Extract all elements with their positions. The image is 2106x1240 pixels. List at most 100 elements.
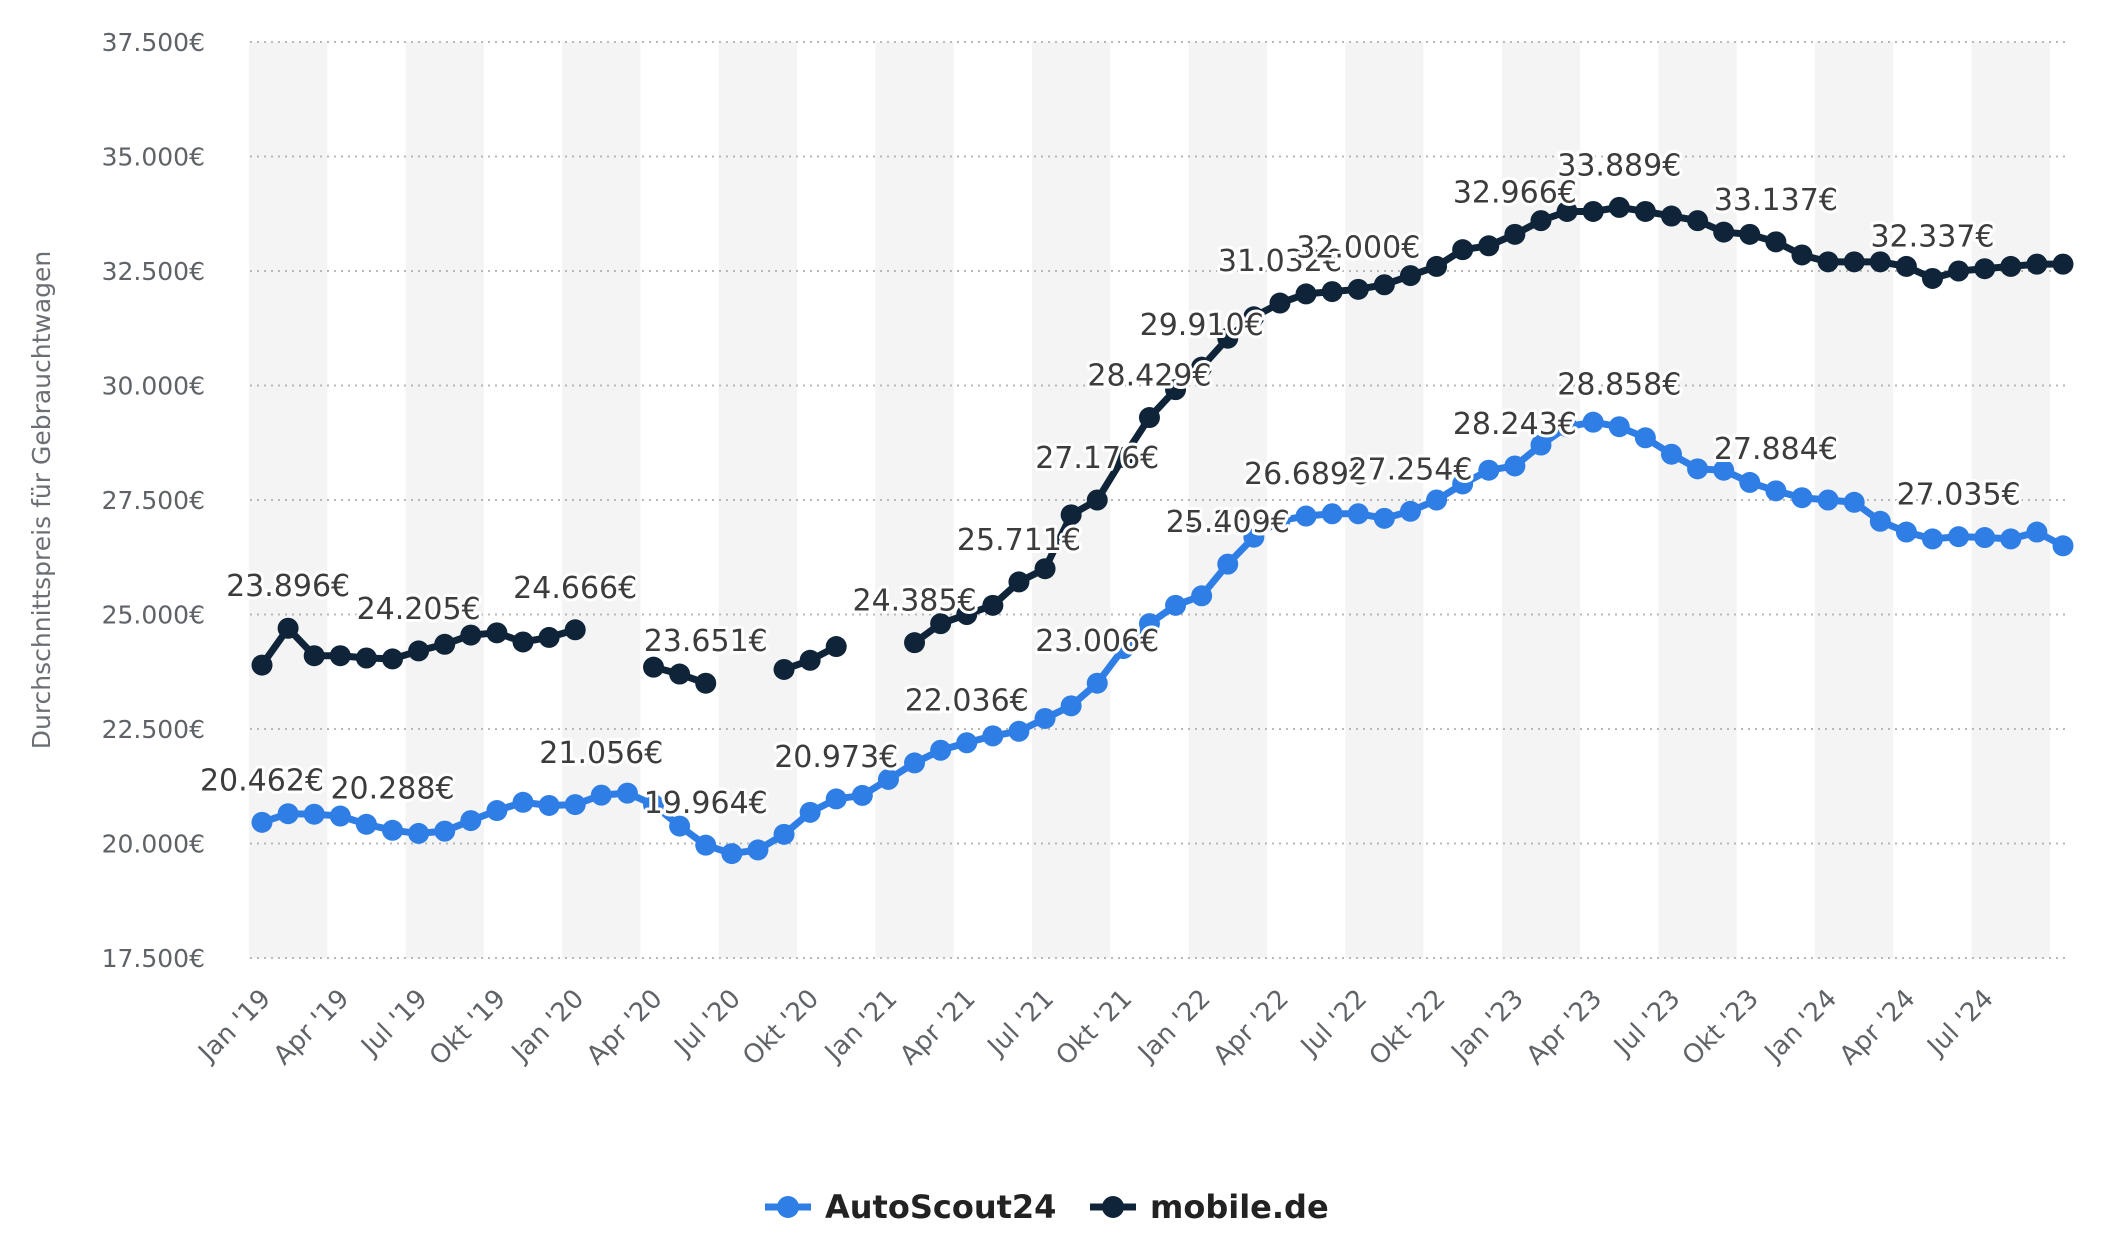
y-tick-label: 27.500€ — [102, 486, 205, 515]
data-point — [1817, 489, 1839, 511]
data-point — [2026, 253, 2048, 275]
data-point — [564, 619, 586, 641]
legend-marker — [777, 1196, 799, 1218]
data-label: 32.966€ — [1453, 175, 1577, 210]
series-line — [258, 418, 2067, 858]
data-point — [382, 648, 404, 670]
y-tick-label: 35.000€ — [102, 143, 205, 172]
data-point — [1034, 558, 1056, 580]
data-point — [538, 794, 560, 816]
data-point — [1269, 510, 1291, 532]
data-label: 32.000€ — [1296, 230, 1420, 265]
data-point — [982, 725, 1004, 747]
data-label: 28.858€ — [1557, 368, 1681, 403]
data-label: 33.889€ — [1557, 148, 1681, 183]
data-point — [408, 640, 430, 662]
data-point — [1608, 196, 1630, 218]
x-tick-label: Apr '19 — [268, 984, 355, 1071]
y-tick-label: 32.500€ — [102, 257, 205, 286]
data-point — [486, 800, 508, 822]
data-point — [486, 622, 508, 644]
series-mobile-de — [251, 196, 2074, 694]
data-point — [1713, 459, 1735, 481]
data-point — [1060, 695, 1082, 717]
data-point — [747, 839, 769, 861]
data-point — [1869, 251, 1891, 273]
data-point — [277, 803, 299, 825]
data-label: 23.651€ — [644, 624, 768, 659]
data-point — [434, 820, 456, 842]
data-point — [1243, 306, 1265, 328]
data-point — [1086, 672, 1108, 694]
data-label: 25.711€ — [957, 523, 1081, 558]
data-point — [1687, 458, 1709, 480]
x-tick-label: Apr '24 — [1834, 984, 1921, 1071]
data-point — [1347, 503, 1369, 525]
data-label: 23.006€ — [1035, 624, 1159, 659]
data-point — [773, 658, 795, 680]
background-band — [718, 42, 798, 958]
data-point — [773, 823, 795, 845]
data-point — [1295, 505, 1317, 527]
data-point — [1556, 200, 1578, 222]
data-label: 27.254€ — [1348, 452, 1472, 487]
data-point — [1295, 283, 1317, 305]
data-point — [1399, 500, 1421, 522]
data-point — [303, 645, 325, 667]
data-point — [1399, 265, 1421, 287]
data-point — [277, 617, 299, 639]
data-point — [1895, 521, 1917, 543]
data-point — [1347, 278, 1369, 300]
data-point — [695, 672, 717, 694]
y-tick-label: 30.000€ — [102, 372, 205, 401]
data-point — [1713, 221, 1735, 243]
data-point — [1791, 487, 1813, 509]
data-point — [512, 631, 534, 653]
legend-item[interactable]: AutoScout24 — [765, 1188, 1056, 1226]
data-point — [251, 654, 273, 676]
data-point — [382, 819, 404, 841]
legend-item[interactable]: mobile.de — [1090, 1188, 1329, 1226]
data-label: 32.337€ — [1870, 219, 1994, 254]
y-tick-label: 25.000€ — [102, 601, 205, 630]
series-autoscout24 — [251, 411, 2074, 865]
data-point — [2052, 535, 2074, 557]
data-point — [721, 843, 743, 865]
data-label: 26.689€ — [1244, 457, 1368, 492]
data-point — [460, 624, 482, 646]
data-point — [1530, 434, 1552, 456]
data-point — [460, 810, 482, 832]
data-point — [1921, 528, 1943, 550]
data-label: 31.032€ — [1218, 244, 1342, 279]
x-tick-label: Jan '24 — [1758, 984, 1843, 1069]
data-point — [1687, 210, 1709, 232]
x-tick-label: Okt '22 — [1364, 984, 1452, 1072]
data-label: 27.176€ — [1035, 441, 1159, 476]
data-point — [1817, 251, 1839, 273]
data-point — [1034, 707, 1056, 729]
x-tick-label: Okt '21 — [1050, 984, 1138, 1072]
data-label: 20.462€ — [200, 763, 324, 798]
y-axis-label: Durchschnittspreis für Gebrauchtwagen — [27, 251, 56, 750]
data-point — [1138, 407, 1160, 429]
data-point — [1948, 260, 1970, 282]
data-point — [930, 613, 952, 635]
data-point — [1321, 281, 1343, 303]
data-point — [799, 801, 821, 823]
data-point — [1060, 504, 1082, 526]
data-point — [329, 645, 351, 667]
data-point — [1373, 274, 1395, 296]
legend-label: AutoScout24 — [825, 1188, 1056, 1226]
x-tick-label: Jul '21 — [981, 984, 1060, 1063]
data-point — [1791, 244, 1813, 266]
data-point — [1191, 585, 1213, 607]
data-point — [1008, 571, 1030, 593]
data-labels: 20.462€ 20.288€ 21.056€ 19.964€20.973€22.03… — [197, 145, 2024, 824]
x-tick-label: Okt '23 — [1677, 984, 1765, 1072]
data-point — [1426, 255, 1448, 277]
data-point — [1660, 443, 1682, 465]
data-label: 27.035€ — [1897, 478, 2021, 513]
data-point — [1165, 594, 1187, 616]
